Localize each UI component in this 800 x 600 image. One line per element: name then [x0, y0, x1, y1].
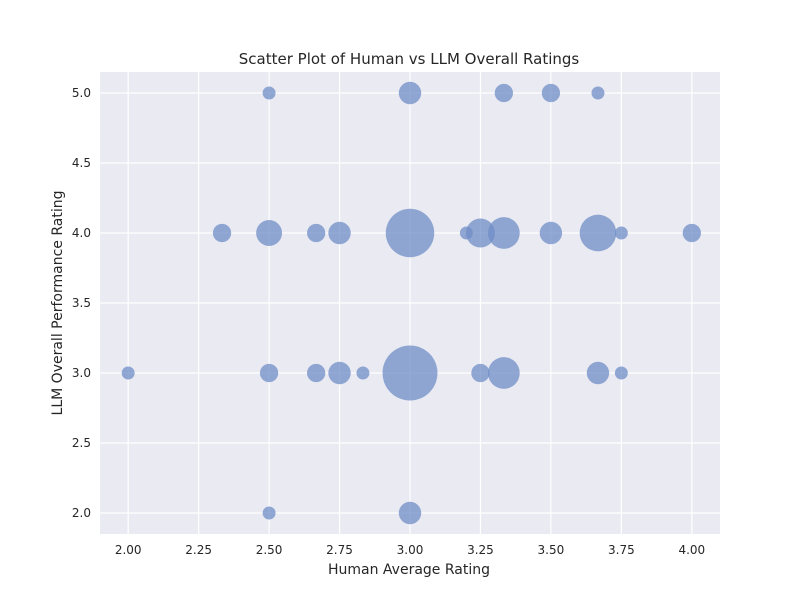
- scatter-point: [356, 366, 370, 380]
- scatter-point: [471, 363, 490, 383]
- scatter-point: [212, 223, 232, 243]
- scatter-point: [541, 83, 561, 103]
- scatter-point: [262, 506, 276, 520]
- y-tick-label: 5.0: [72, 86, 91, 100]
- scatter-point: [579, 214, 617, 252]
- scatter-point: [539, 221, 563, 245]
- scatter-point: [682, 223, 701, 243]
- x-tick-label: 3.50: [538, 543, 565, 557]
- scatter-point: [465, 218, 495, 248]
- scatter-point: [398, 81, 422, 105]
- x-tick-label: 2.75: [326, 543, 353, 557]
- y-axis-label: LLM Overall Performance Rating: [50, 191, 66, 416]
- scatter-point: [121, 366, 135, 380]
- scatter-point: [256, 220, 283, 246]
- scatter-point: [259, 363, 279, 383]
- scatter-point: [591, 86, 605, 100]
- y-tick-label: 2.5: [72, 436, 91, 450]
- x-axis-label: Human Average Rating: [328, 562, 490, 578]
- y-tick-label: 2.0: [72, 506, 91, 520]
- scatter-point: [494, 83, 514, 103]
- chart-title: Scatter Plot of Human vs LLM Overall Rat…: [239, 50, 580, 68]
- scatter-point: [328, 361, 351, 385]
- scatter-point: [306, 223, 326, 243]
- x-tick-label: 4.00: [678, 543, 705, 557]
- x-tick-label: 3.75: [608, 543, 635, 557]
- x-tick-label: 2.25: [185, 543, 212, 557]
- y-tick-label: 3.5: [72, 296, 91, 310]
- scatter-point: [487, 217, 520, 249]
- x-tick-label: 3.25: [467, 543, 494, 557]
- scatter-point: [382, 345, 438, 401]
- scatter-point: [487, 357, 520, 389]
- x-tick-labels: 2.00 2.25 2.50 2.75 3.00 3.25 3.50 3.75 4.00: [115, 543, 705, 557]
- scatter-point: [614, 226, 628, 240]
- scatter-point: [328, 221, 351, 245]
- x-tick-label: 2.50: [256, 543, 283, 557]
- scatter-point: [586, 361, 610, 385]
- data-points: [121, 81, 701, 525]
- x-tick-label: 3.00: [397, 543, 424, 557]
- y-tick-label: 3.0: [72, 366, 91, 380]
- scatter-point: [398, 501, 422, 525]
- scatter-point: [614, 366, 628, 380]
- y-tick-label: 4.0: [72, 226, 91, 240]
- scatter-point: [262, 86, 276, 100]
- scatter-point: [306, 363, 326, 383]
- y-tick-label: 4.5: [72, 156, 91, 170]
- x-tick-label: 2.00: [115, 543, 142, 557]
- y-tick-labels: 2.0 2.5 3.0 3.5 4.0 4.5 5.0: [72, 86, 91, 520]
- scatter-point: [385, 208, 435, 258]
